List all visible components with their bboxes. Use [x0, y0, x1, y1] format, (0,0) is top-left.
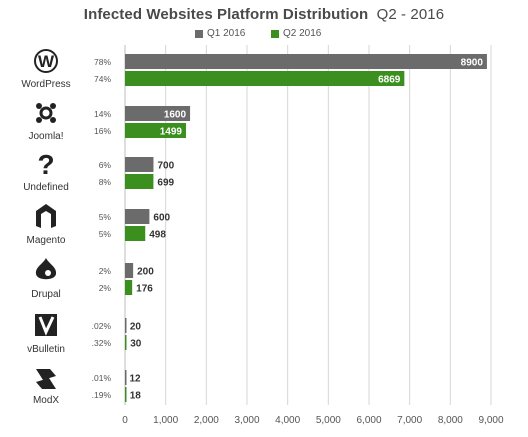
category-label: vBulletin: [27, 344, 65, 355]
x-tick-label: 7,000: [397, 415, 422, 426]
data-label: 1499: [160, 127, 183, 138]
x-tick-label: 1,000: [153, 415, 178, 426]
bar-q2: [125, 387, 127, 402]
legend-label-q1: Q1 2016: [207, 28, 246, 39]
bar-q1: [125, 263, 134, 278]
data-label: 600: [153, 213, 170, 224]
magento-icon: [36, 204, 56, 228]
data-label: 18: [130, 391, 142, 402]
x-tick-label: 8,000: [438, 415, 463, 426]
percent-label: 5%: [99, 229, 112, 239]
category-label: Undefined: [23, 182, 69, 193]
bar-q1: [125, 370, 127, 385]
bar-q2: [125, 71, 405, 86]
bar-q2: [125, 123, 186, 138]
category-label: WordPress: [21, 79, 70, 90]
percent-label: 14%: [94, 109, 111, 119]
category-label: Drupal: [31, 289, 60, 300]
percent-label: .19%: [92, 390, 112, 400]
svg-text:W: W: [38, 52, 55, 71]
bar-q2: [125, 174, 154, 189]
data-label: 200: [137, 267, 154, 278]
bar-q1: [125, 318, 127, 333]
category-label: Joomla!: [28, 131, 63, 142]
bar-q1: [125, 157, 154, 172]
x-tick-label: 3,000: [234, 415, 259, 426]
bar-q2: [125, 335, 127, 350]
chart-title-main: Infected Websites Platform Distribution: [83, 6, 369, 23]
data-label: 8900: [461, 58, 484, 69]
data-label: 699: [157, 178, 174, 189]
data-label: 12: [129, 374, 141, 385]
percent-label: 2%: [99, 283, 112, 293]
x-tick-label: 5,000: [316, 415, 341, 426]
svg-text:?: ?: [37, 149, 54, 180]
x-tick-label: 4,000: [275, 415, 300, 426]
legend-item-q2: Q2 2016: [271, 28, 321, 39]
data-label: 700: [157, 161, 174, 172]
x-tick-label: 9,000: [478, 415, 503, 426]
data-label: 176: [136, 284, 153, 295]
percent-label: .32%: [92, 338, 112, 348]
data-label: 1600: [164, 110, 187, 121]
percent-label: 74%: [94, 74, 111, 84]
question-mark-icon: ?: [37, 149, 54, 180]
data-label: 498: [149, 230, 166, 241]
category-label: Magento: [27, 235, 66, 246]
drupal-icon: [35, 258, 57, 280]
percent-label: 16%: [94, 126, 111, 136]
bar-q1: [125, 209, 150, 224]
category-label: ModX: [33, 395, 59, 406]
modx-icon: [36, 369, 56, 389]
percent-label: 8%: [99, 177, 112, 187]
x-tick-label: 0: [122, 415, 128, 426]
legend-item-q1: Q1 2016: [195, 28, 245, 39]
wordpress-icon: W: [34, 49, 58, 73]
legend: Q1 2016 Q2 2016: [195, 28, 335, 42]
data-label: 6869: [378, 75, 401, 86]
percent-label: 6%: [99, 160, 112, 170]
joomla-icon: [36, 103, 56, 123]
percent-label: .02%: [92, 321, 112, 331]
vbulletin-icon: [35, 314, 57, 336]
chart-title-period: Q2 - 2016: [376, 6, 445, 23]
percent-label: .01%: [92, 373, 112, 383]
percent-label: 2%: [99, 266, 112, 276]
percent-label: 78%: [94, 57, 111, 67]
bar-q2: [125, 280, 133, 295]
bar-q1: [125, 54, 487, 69]
x-tick-label: 2,000: [194, 415, 219, 426]
data-label: 20: [130, 322, 142, 333]
chart-title: Infected Websites Platform Distribution …: [0, 6, 528, 23]
bar-q2: [125, 226, 146, 241]
legend-swatch-q2: [271, 29, 279, 38]
percent-label: 5%: [99, 212, 112, 222]
legend-label-q2: Q2 2016: [283, 28, 322, 39]
x-tick-label: 6,000: [356, 415, 381, 426]
bar-q1: [125, 106, 191, 121]
legend-swatch-q1: [195, 29, 203, 38]
data-label: 30: [130, 339, 142, 350]
